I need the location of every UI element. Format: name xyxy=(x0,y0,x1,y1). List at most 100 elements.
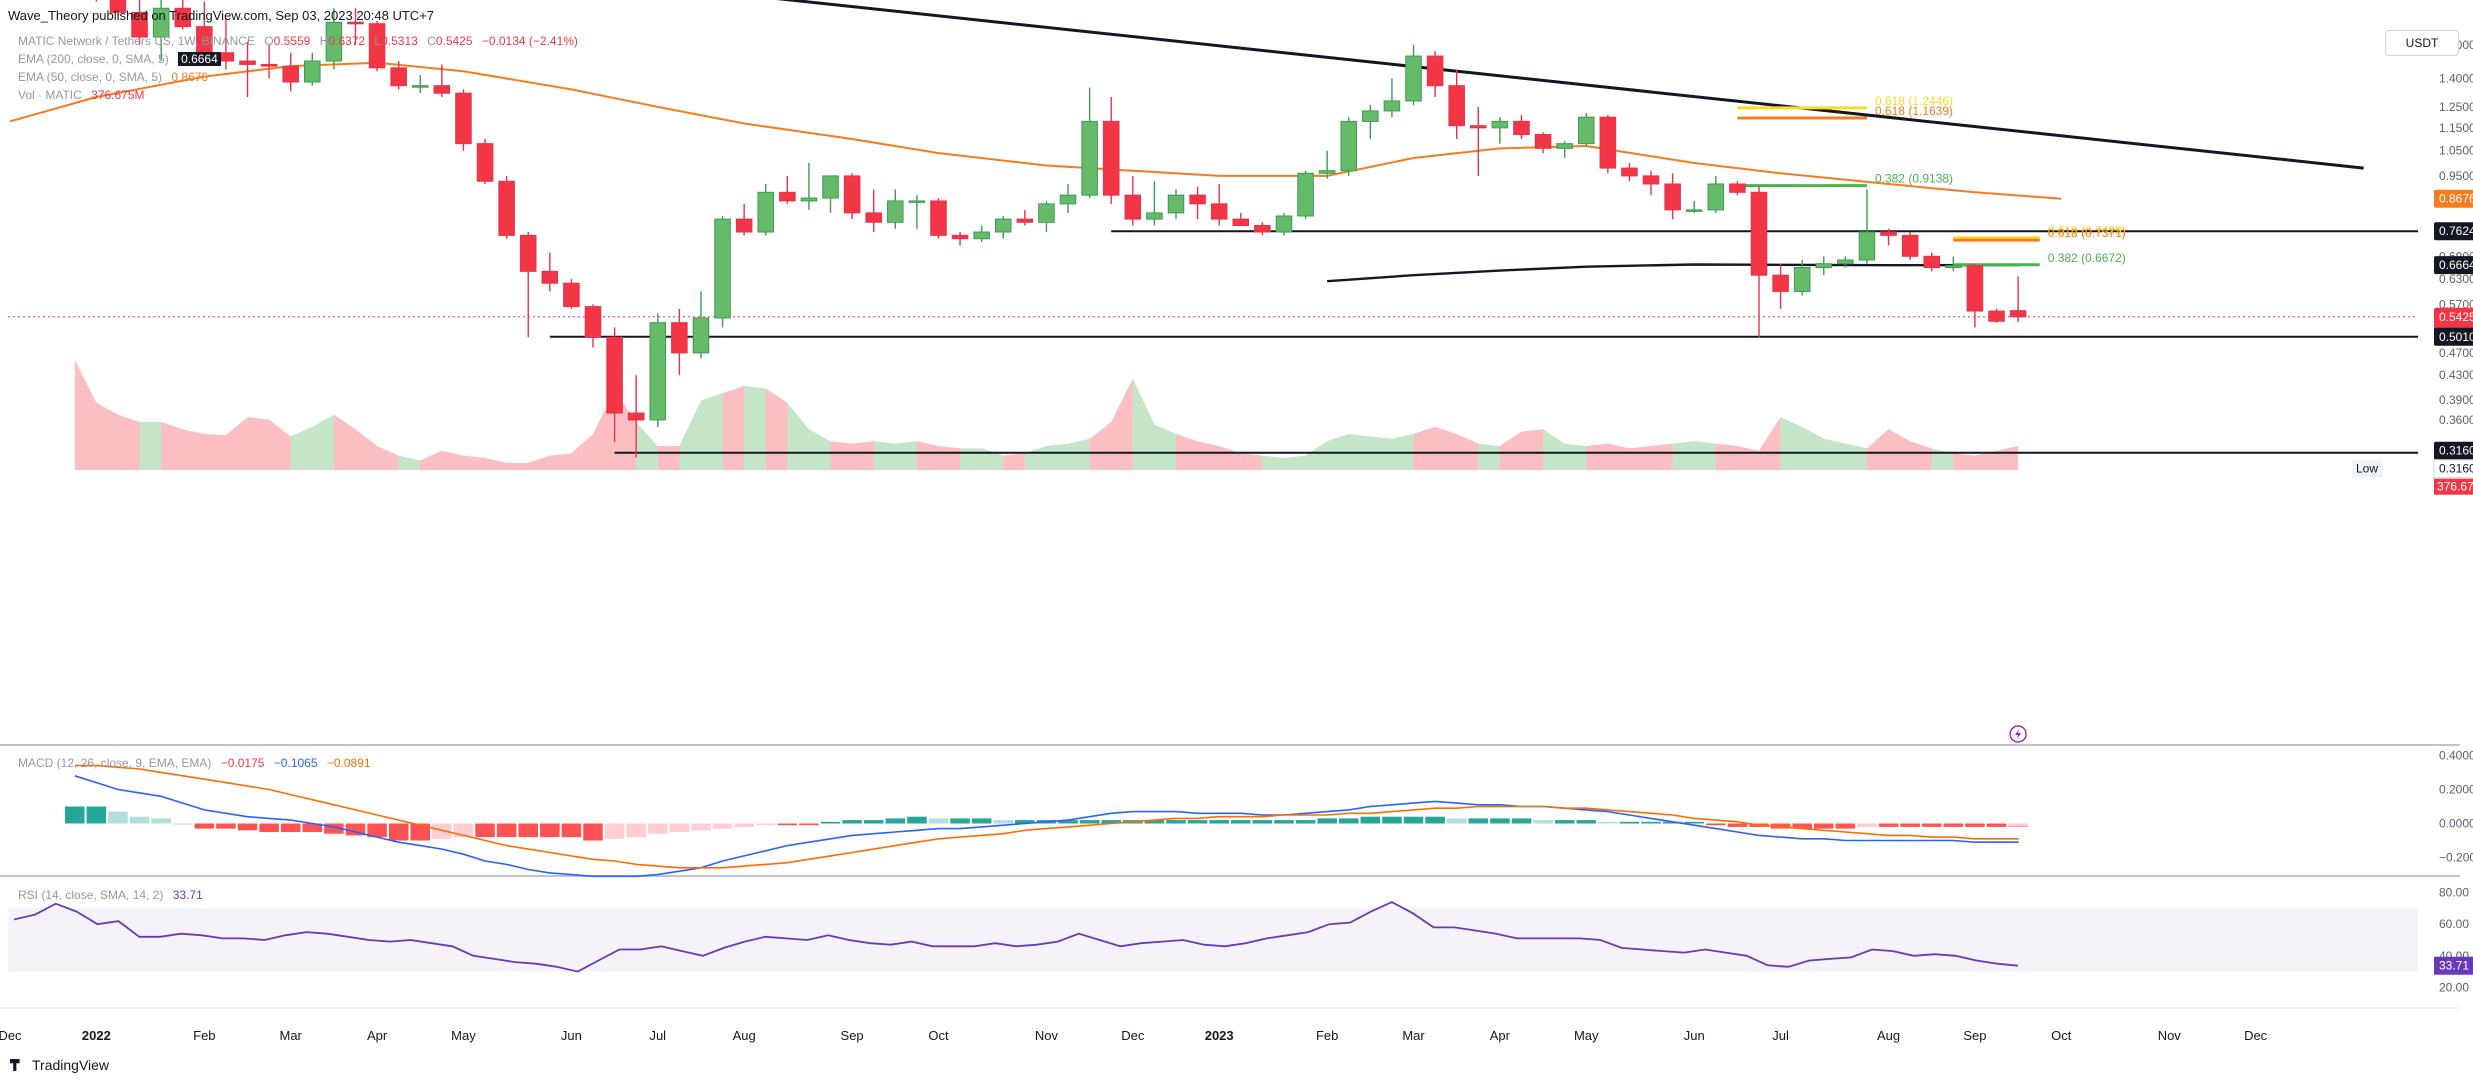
macd-histogram-bar xyxy=(1425,816,1445,824)
ohlc-high: 0.6372 xyxy=(328,34,366,48)
candle xyxy=(930,198,947,239)
candle-body xyxy=(1102,120,1120,196)
candle-body xyxy=(671,322,688,354)
volume-area-segment xyxy=(549,453,572,470)
macd-histogram-bar xyxy=(1706,823,1726,826)
candle xyxy=(131,0,148,45)
candle-body xyxy=(735,218,753,233)
candle xyxy=(649,313,667,428)
candle xyxy=(1664,173,1681,220)
ohlc-h-label: H xyxy=(319,34,329,48)
candle-body xyxy=(1232,218,1250,226)
candle xyxy=(887,189,904,229)
time-tick-label: Oct xyxy=(928,1028,949,1043)
macd-histogram-bar xyxy=(1144,820,1165,824)
candle xyxy=(822,175,839,213)
volume-area-segment xyxy=(1910,441,1932,470)
candle xyxy=(1556,141,1573,159)
candle xyxy=(1966,263,1984,328)
candle-body xyxy=(563,282,580,308)
fib-level-label: 0.618 (0.7371) xyxy=(2048,226,2126,240)
volume-area-segment xyxy=(1024,446,1047,470)
candle-body xyxy=(1599,116,1617,169)
macd-histogram-bar xyxy=(1598,821,1618,824)
candle xyxy=(1923,252,1941,272)
macd-histogram-bar xyxy=(1727,823,1748,827)
hline-axis-label-bg xyxy=(2434,222,2473,241)
volume-area-segment xyxy=(916,441,939,470)
candle xyxy=(584,304,602,348)
candle-body xyxy=(152,7,170,38)
volume-area-segment xyxy=(1888,429,1911,470)
fib-level-label: 0.382 (0.6672) xyxy=(2048,251,2126,265)
candle-body xyxy=(541,270,559,284)
volume-area-segment xyxy=(1974,450,1997,470)
footer: TradingView xyxy=(10,1057,109,1073)
ema-lines xyxy=(9,61,2062,283)
volume-area-segment xyxy=(1586,443,1608,470)
volume-area-segment xyxy=(377,446,399,470)
candle-body xyxy=(584,306,602,338)
price-tick-label: 1.1500 xyxy=(2439,121,2473,135)
macd-histogram-bar xyxy=(540,823,560,838)
macd-histogram-bar xyxy=(1446,818,1467,824)
candle-body xyxy=(1923,255,1941,268)
candle-body xyxy=(973,231,990,240)
ohlc-change: −0.0134 (−2.41%) xyxy=(481,34,578,48)
candle-body xyxy=(1081,120,1098,196)
candle xyxy=(260,44,278,79)
time-tick-label: Oct xyxy=(2051,1028,2072,1043)
macd-tick-label: 0.4000 xyxy=(2439,748,2473,762)
volume-area-segment xyxy=(1715,443,1738,470)
volume-area-segment xyxy=(1823,438,1846,470)
volume-area-segment xyxy=(269,419,291,470)
fib-level-label: 0.618 (1.1639) xyxy=(1875,104,1953,118)
macd-histogram-bar xyxy=(1274,820,1294,824)
macd-histogram-bar xyxy=(1338,818,1359,824)
candle xyxy=(1642,170,1660,196)
candle xyxy=(865,189,882,233)
candle-body xyxy=(368,23,386,69)
time-tick-label: Jul xyxy=(649,1028,666,1043)
hline-axis-label-bg xyxy=(2434,441,2473,460)
tradingview-logo-icon xyxy=(10,1059,20,1071)
macd-histogram-bar xyxy=(1943,823,1964,827)
currency-button[interactable]: USDT xyxy=(2385,30,2459,56)
candle-body xyxy=(1793,266,1811,292)
macd-histogram-bar xyxy=(1511,818,1532,824)
candle xyxy=(390,61,407,90)
macd-histogram-bar xyxy=(1921,823,1942,827)
ohlc-l-label: L xyxy=(374,34,382,48)
candle xyxy=(1426,51,1444,98)
ohlc-low: 0.5313 xyxy=(381,34,418,48)
candle xyxy=(1470,106,1487,176)
macd-histogram-bar xyxy=(172,823,193,825)
trend-line xyxy=(776,0,2364,170)
volume-area-segment xyxy=(1197,441,1220,470)
candle-body xyxy=(390,67,407,87)
candle-body xyxy=(260,63,278,67)
volume-area-segment xyxy=(787,402,809,470)
candle-body xyxy=(1988,310,2005,322)
macd-hist-value: −0.0175 xyxy=(220,756,265,770)
volume-area-segment xyxy=(1003,453,1025,470)
candle-body xyxy=(1815,263,1833,268)
macd-histogram-bar xyxy=(734,823,754,827)
macd-histogram-bar xyxy=(1360,816,1381,824)
macd-histogram-bar xyxy=(712,823,733,829)
candle xyxy=(368,20,386,72)
candle xyxy=(757,183,775,236)
candle-body xyxy=(1405,55,1422,102)
volume-area-segment xyxy=(139,422,162,470)
ohlc-o-label: O xyxy=(264,34,274,48)
candle-body xyxy=(1038,203,1055,223)
macd-histogram-bar xyxy=(648,823,668,834)
volume-area-segment xyxy=(441,450,464,470)
price-tick-label: 0.3600 xyxy=(2439,413,2473,427)
volume-area-segment xyxy=(1154,424,1176,470)
macd-histogram-bar xyxy=(1986,823,2007,827)
macd-histogram-bar xyxy=(216,823,236,829)
candle xyxy=(1621,163,1638,182)
